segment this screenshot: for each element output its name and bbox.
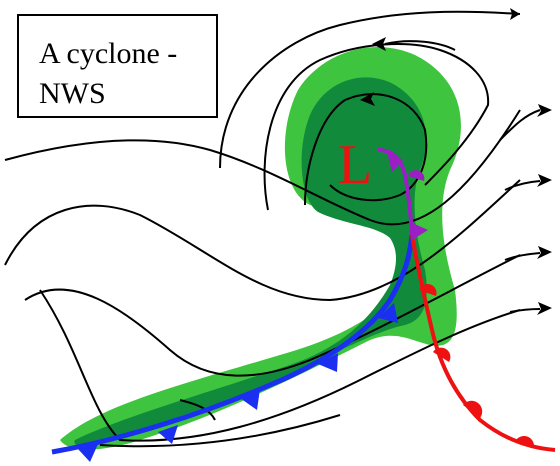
cold-front-triangle-icon [158, 425, 178, 444]
streamline-arrow-icon [360, 92, 375, 106]
streamline-left-1 [4, 109, 521, 226]
cold-front-line [51, 234, 415, 455]
streamline-arrow-icon [537, 174, 552, 187]
streamline-inner [304, 93, 428, 206]
occluded-front-line [377, 148, 414, 236]
occluded-front-symbol-icon [408, 170, 425, 181]
warm-front-semicircle-icon [433, 347, 451, 362]
low-pressure-label: L [338, 134, 372, 196]
streamline-right-exit-3 [504, 252, 541, 261]
precipitation-core [74, 77, 427, 446]
streamline-outer-2 [263, 43, 490, 211]
warm-front-semicircle-icon [419, 283, 437, 296]
streamline-hook [179, 399, 216, 421]
streamline-bottom [99, 414, 341, 448]
streamline-arrow-icon [537, 104, 552, 117]
cold-front-triangle-icon [240, 389, 260, 410]
streamline-arrow-icon [372, 37, 386, 51]
cold-front-triangle-icon [318, 353, 338, 372]
streamline-right-exit-4 [509, 308, 541, 313]
cold-front-triangle-icon [78, 444, 98, 462]
streamline-left-4 [39, 289, 521, 442]
caption-line-1: A cyclone - [39, 37, 178, 70]
streamline-top-arc [384, 40, 456, 51]
caption-box: A cyclone - NWS [17, 14, 218, 118]
occluded-front-symbol-icon [387, 152, 403, 172]
warm-front-semicircle-icon [516, 436, 534, 446]
streamline-right-exit-1 [499, 109, 541, 141]
streamline-arrow-icon [510, 8, 520, 20]
cold-front-triangle-icon [378, 303, 398, 323]
streamline-outer-1 [219, 10, 521, 169]
warm-front-semicircle-icon [463, 400, 483, 418]
occluded-front-symbols [387, 152, 428, 240]
warm-front-semicircles [419, 283, 534, 446]
streamline-arrows [360, 8, 552, 315]
streamline-arrow-icon [537, 246, 552, 259]
streamline-arrow-icon [537, 302, 552, 315]
streamline-right-exit-2 [504, 180, 541, 191]
cold-front-triangles [78, 303, 398, 462]
occluded-front-symbol-icon [410, 222, 428, 240]
streamline-left-2 [4, 179, 521, 302]
caption-line-2: NWS [39, 77, 106, 110]
